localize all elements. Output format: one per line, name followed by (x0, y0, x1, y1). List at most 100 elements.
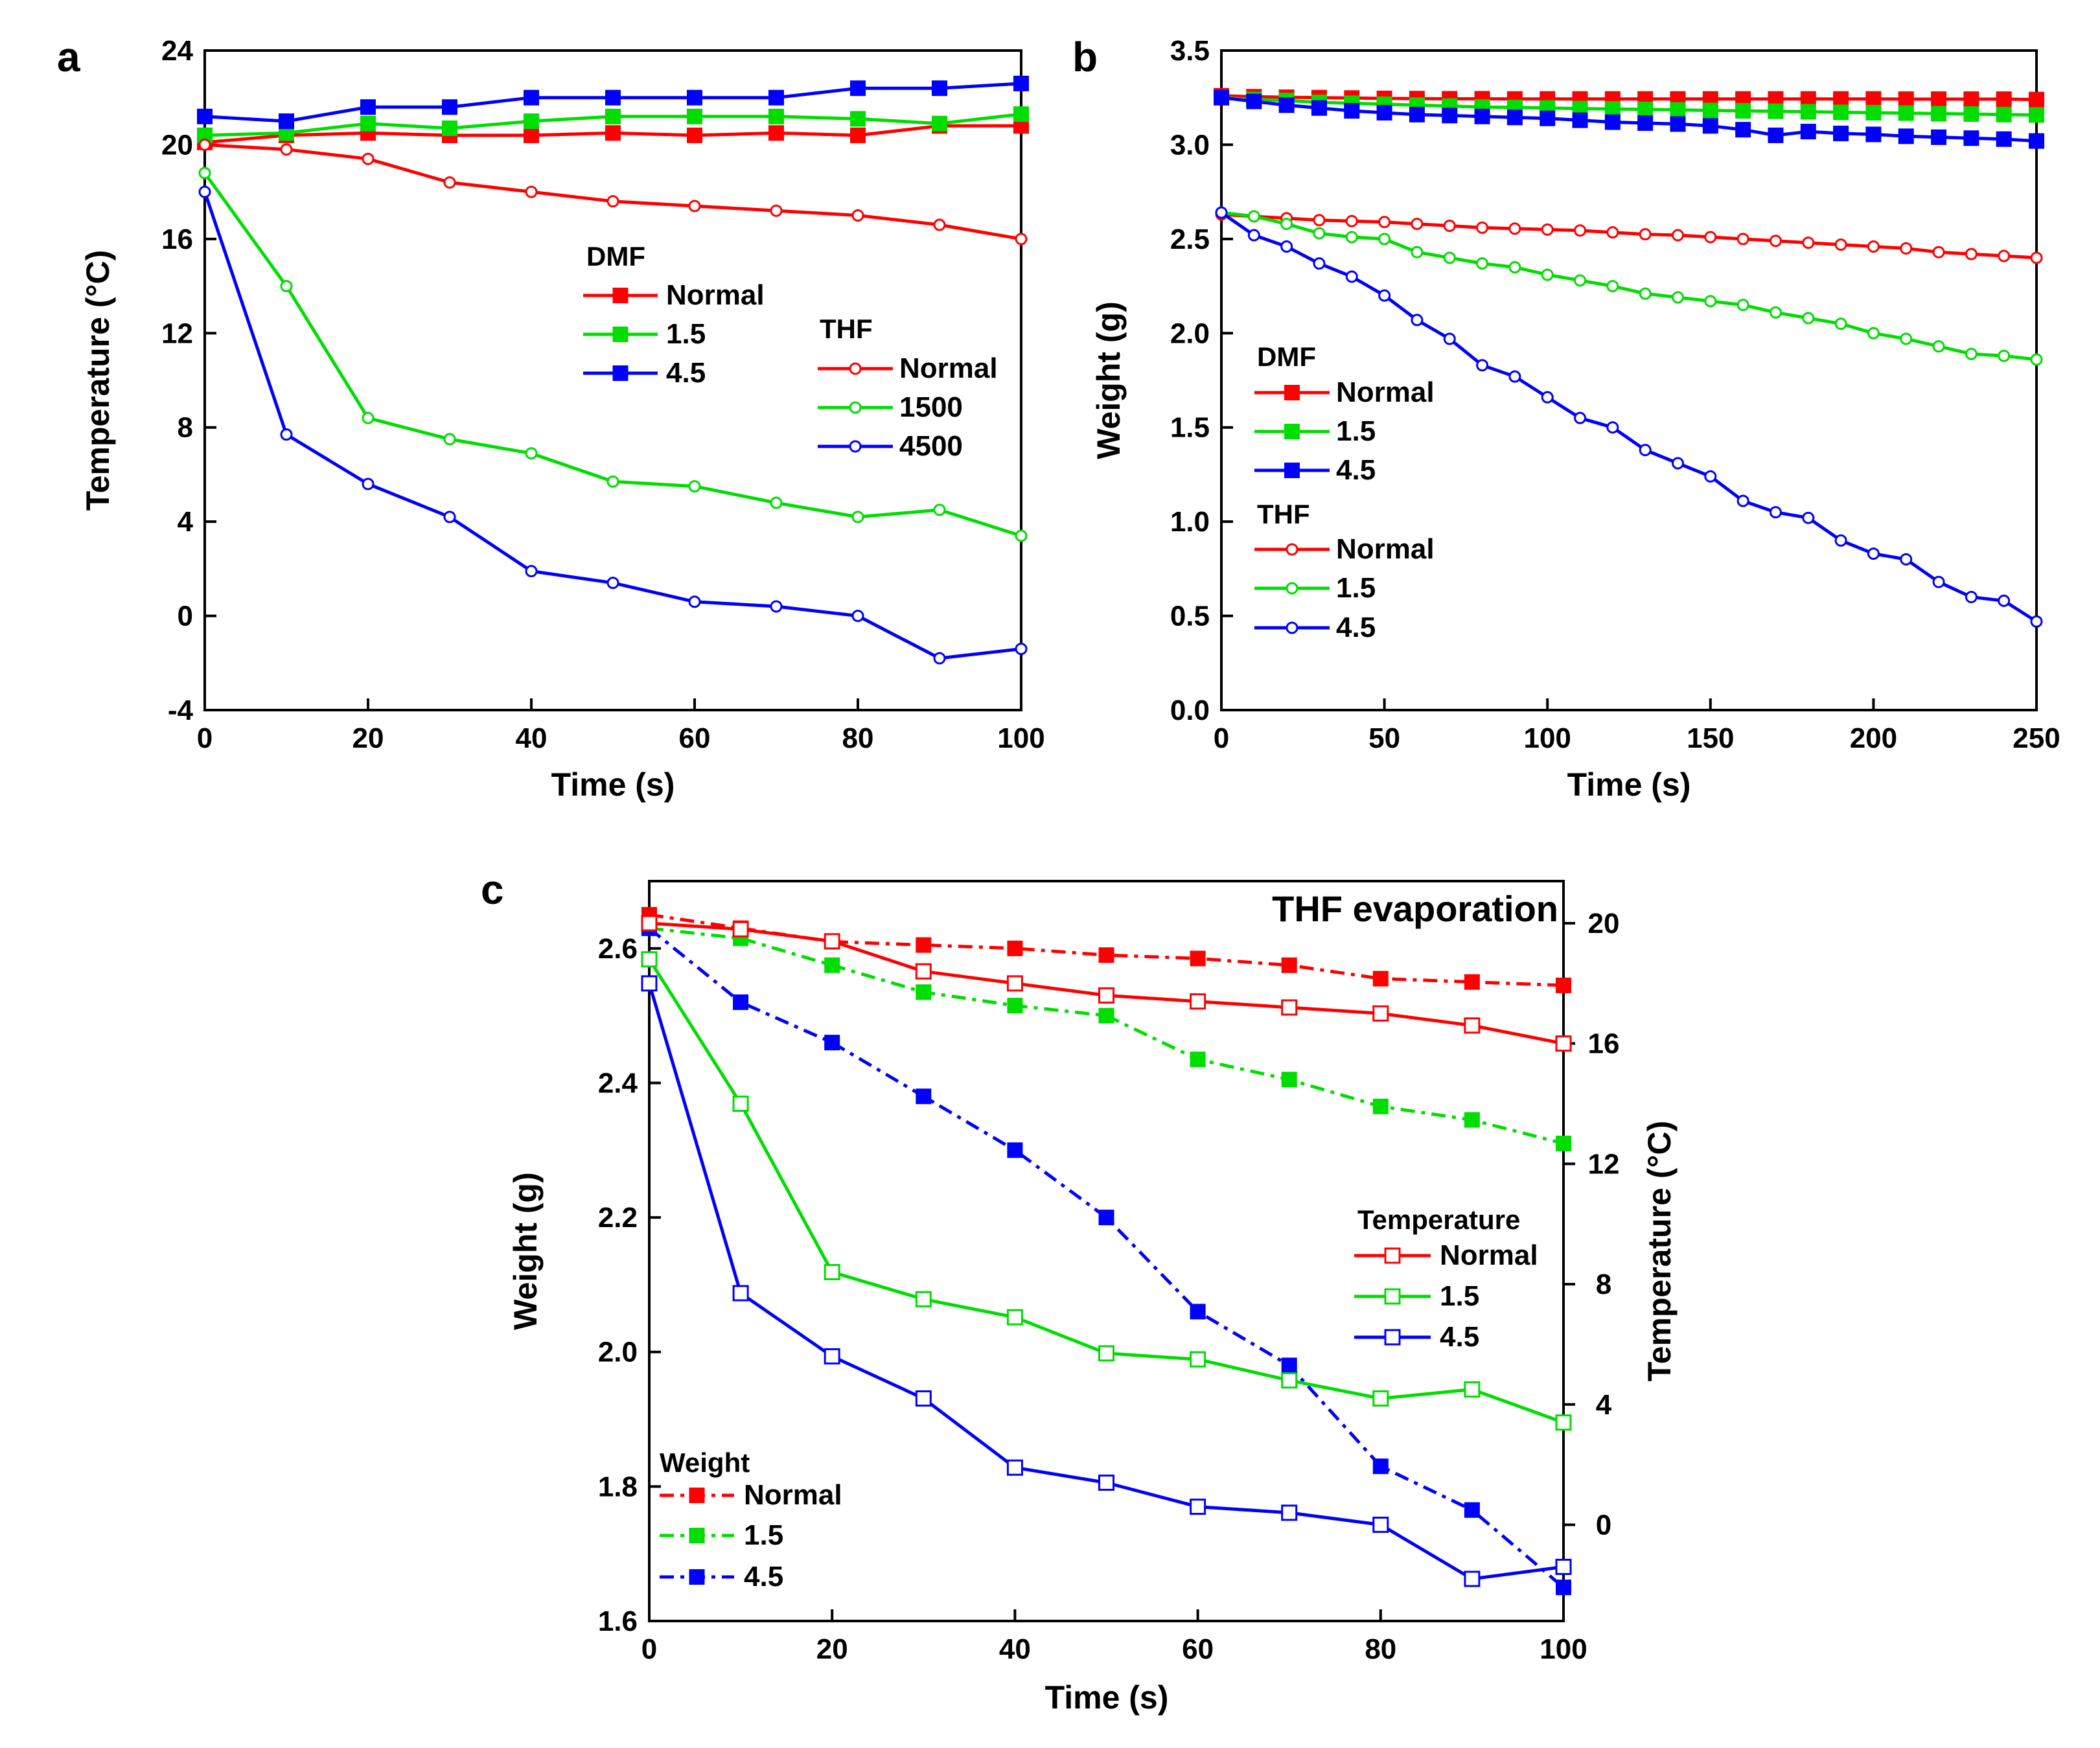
data-point (850, 111, 866, 127)
data-point (1574, 411, 1587, 424)
data-point (933, 652, 946, 665)
data-point (1670, 116, 1686, 132)
legend-title: Weight (660, 1447, 750, 1478)
data-point (933, 218, 946, 231)
data-point (1281, 1072, 1297, 1088)
x-axis-title: Time (s) (1045, 1679, 1169, 1716)
series-thf-1500 (198, 167, 1028, 542)
x-tick-label: 100 (1540, 1633, 1587, 1665)
data-point (1247, 229, 1260, 242)
data-point (1555, 1558, 1572, 1575)
legend-label: Normal (666, 279, 765, 311)
data-point (1378, 216, 1391, 229)
data-point (1998, 594, 2011, 607)
legend-marker (1384, 1288, 1401, 1305)
data-point (1996, 106, 2012, 122)
x-tick-label: 20 (352, 722, 384, 754)
data-point (732, 1285, 749, 1302)
y2-axis-title: Temperature (°C) (1641, 1121, 1678, 1381)
data-point (198, 167, 211, 179)
data-point (824, 1263, 840, 1280)
x-tick-label: 0 (197, 722, 213, 754)
data-point (1281, 1504, 1298, 1521)
data-point (1540, 110, 1556, 126)
data-point (1932, 575, 1945, 588)
data-point (1313, 227, 1326, 240)
legend-marker (849, 362, 862, 375)
data-point (1604, 114, 1621, 130)
data-point (1378, 233, 1391, 246)
data-point (605, 125, 621, 141)
data-point (1015, 233, 1028, 246)
data-point (1541, 223, 1554, 236)
legend-marker (689, 1488, 705, 1503)
data-point (1639, 287, 1652, 300)
legend-label: 4500 (899, 430, 963, 462)
legend-marker (849, 401, 862, 414)
data-point (1508, 260, 1521, 273)
chart-c: c 0 20 40 60 80 100 1.6 1.8 2.0 2.2 2.4 2.6 0 4 8 12 16 20… (481, 866, 1678, 1716)
data-point (1574, 274, 1587, 287)
legend-label: 1500 (899, 391, 963, 423)
data-point (688, 595, 701, 608)
data-point (606, 577, 619, 590)
data-point (1443, 251, 1456, 264)
data-point (1834, 238, 1847, 251)
data-point (1769, 506, 1782, 519)
data-point (443, 176, 456, 189)
data-point (1867, 327, 1880, 339)
legend-title: THF (1257, 499, 1310, 529)
data-point (1671, 291, 1684, 304)
data-point (1464, 974, 1480, 990)
data-point (1931, 106, 1947, 122)
data-point (1800, 91, 1816, 107)
y-axis-title: Temperature (°C) (80, 250, 116, 511)
data-point (1411, 314, 1424, 327)
data-point (1007, 1142, 1023, 1158)
data-point (1802, 236, 1815, 249)
data-point (1098, 1474, 1114, 1491)
data-point (1704, 295, 1717, 308)
y-tick-label: 3.5 (1170, 35, 1210, 67)
x-tick-label: 40 (516, 722, 548, 754)
y-tick-label: 8 (178, 412, 193, 444)
plot-frame-c (648, 880, 1565, 1622)
chart-b: b 0 50 100 150 200 250 0.0 0.5 1.0 1.5 2.0 2.5 3.0 3.5… (1072, 34, 2060, 803)
y-tick-label: 2.0 (1170, 317, 1210, 349)
data-point (1900, 553, 1913, 566)
data-point (1802, 511, 1815, 524)
data-point (1281, 1372, 1298, 1389)
legend-thf: THF Normal 1.5 4.5 (1254, 499, 1435, 643)
data-point (1572, 112, 1588, 128)
series-thf-4500 (198, 185, 1028, 665)
data-point (932, 80, 947, 97)
data-point (1007, 998, 1023, 1014)
data-point (770, 204, 783, 217)
data-point (1280, 218, 1293, 231)
data-point (1372, 1005, 1389, 1022)
panel-label-b: b (1072, 34, 1098, 80)
data-point (1015, 642, 1028, 655)
data-point (1637, 115, 1654, 131)
y-tick-label: 12 (161, 317, 193, 349)
data-point (1246, 93, 1262, 109)
data-point (198, 138, 211, 151)
data-point (1865, 126, 1882, 143)
plot-frame-a (203, 49, 1022, 711)
chart-title: THF evaporation (1272, 888, 1558, 929)
y-tick-label: 1.0 (1170, 506, 1210, 538)
data-point (1508, 222, 1521, 235)
legend-label: 1.5 (1440, 1280, 1479, 1312)
legend-label: Normal (1440, 1239, 1538, 1271)
data-point (1372, 1098, 1389, 1114)
x-tick-label: 0 (1214, 722, 1229, 754)
data-point (933, 503, 946, 516)
legend-title: DMF (586, 241, 645, 271)
data-point (605, 89, 621, 106)
data-point (280, 428, 293, 441)
x-tick-label: 40 (999, 1633, 1031, 1665)
data-point (641, 951, 658, 968)
series-line (649, 921, 1564, 1046)
